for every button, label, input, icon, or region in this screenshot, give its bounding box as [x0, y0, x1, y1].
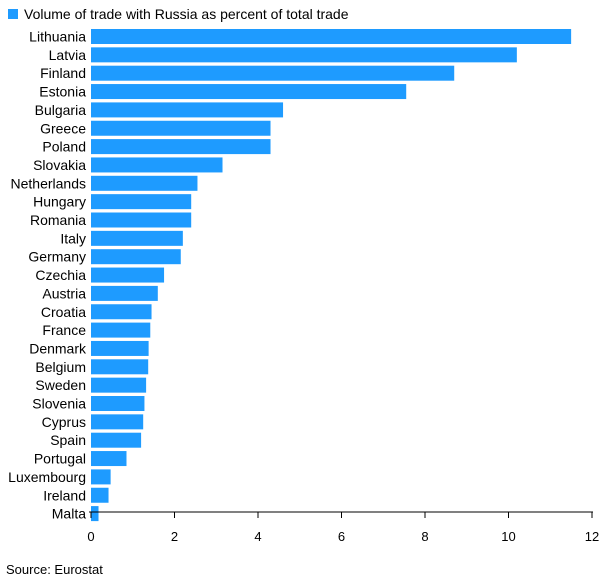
bar-slovenia: [91, 396, 145, 411]
bar-finland: [91, 65, 455, 81]
x-tick-label-12: 12: [585, 529, 599, 544]
bar-denmark: [91, 340, 149, 356]
category-label-croatia: Croatia: [41, 304, 86, 320]
category-label-poland: Poland: [42, 139, 86, 155]
x-tick-label-0: 0: [87, 529, 94, 544]
bar-latvia: [91, 47, 517, 63]
bar-germany: [91, 249, 181, 265]
category-label-france: France: [42, 322, 86, 338]
bar-cyprus: [91, 414, 144, 430]
bar-croatia: [91, 304, 152, 320]
category-label-belgium: Belgium: [35, 359, 86, 375]
legend: Volume of trade with Russia as percent o…: [8, 6, 349, 22]
category-label-slovakia: Slovakia: [33, 157, 86, 173]
legend-swatch: [8, 9, 18, 19]
bar-romania: [91, 212, 192, 228]
bar-france: [91, 322, 151, 338]
bar-poland: [91, 139, 271, 155]
bar-luxembourg: [91, 469, 111, 485]
category-label-luxembourg: Luxembourg: [8, 469, 86, 485]
category-label-bulgaria: Bulgaria: [35, 102, 87, 118]
bar-netherlands: [91, 175, 198, 191]
bar-portugal: [91, 451, 127, 467]
category-label-netherlands: Netherlands: [11, 175, 87, 191]
legend-label: Volume of trade with Russia as percent o…: [24, 6, 349, 22]
category-label-czechia: Czechia: [35, 267, 86, 283]
category-label-estonia: Estonia: [39, 84, 86, 100]
bar-sweden: [91, 377, 147, 393]
category-label-malta: Malta: [52, 506, 86, 522]
x-tick-label-10: 10: [501, 529, 515, 544]
category-label-hungary: Hungary: [33, 194, 86, 210]
bar-greece: [91, 120, 271, 136]
bar-spain: [91, 432, 142, 448]
category-label-denmark: Denmark: [29, 340, 87, 356]
bar-austria: [91, 285, 158, 301]
category-label-portugal: Portugal: [34, 451, 86, 467]
x-tick-label-2: 2: [171, 529, 178, 544]
x-tick-label-8: 8: [421, 529, 428, 544]
category-label-finland: Finland: [40, 65, 86, 81]
bar-lithuania: [91, 29, 572, 44]
category-label-ireland: Ireland: [43, 487, 86, 503]
bar-bulgaria: [91, 102, 284, 118]
x-tick-label-4: 4: [254, 529, 261, 544]
bar-czechia: [91, 267, 165, 283]
category-label-austria: Austria: [42, 285, 86, 301]
category-label-lithuania: Lithuania: [29, 29, 86, 45]
bar-belgium: [91, 359, 149, 375]
bar-malta: [91, 506, 99, 522]
category-label-spain: Spain: [50, 432, 86, 448]
bar-ireland: [91, 487, 109, 503]
bar-estonia: [91, 84, 407, 100]
source-note: Source: Eurostat: [6, 562, 103, 577]
category-label-italy: Italy: [60, 230, 86, 246]
category-label-slovenia: Slovenia: [32, 396, 86, 412]
bar-italy: [91, 230, 183, 246]
category-label-germany: Germany: [28, 249, 86, 265]
x-tick-label-6: 6: [338, 529, 345, 544]
category-label-sweden: Sweden: [35, 377, 86, 393]
category-label-cyprus: Cyprus: [42, 414, 86, 430]
bar-hungary: [91, 194, 192, 210]
category-label-latvia: Latvia: [49, 47, 87, 63]
category-label-romania: Romania: [30, 212, 86, 228]
category-label-greece: Greece: [40, 120, 86, 136]
bar-slovakia: [91, 157, 223, 173]
